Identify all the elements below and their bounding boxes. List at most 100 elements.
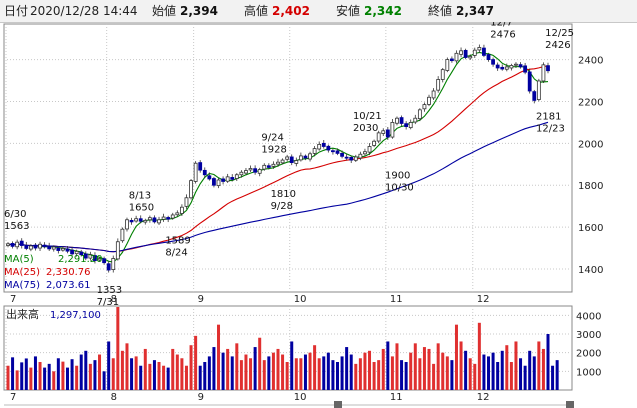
candle-body [395,117,399,124]
volume-bar [331,360,335,390]
candle-body [234,174,239,179]
volume-bar [271,352,275,390]
candle-body [440,69,445,80]
datetime-value: 2020/12/28 14:44 [30,4,138,18]
volume-bar [93,360,97,390]
candle-body [6,243,10,246]
candle-body [125,219,129,230]
scroll-end-marker[interactable] [566,401,574,408]
candle-body [536,80,541,100]
candle-body [381,130,386,134]
volume-bar [15,370,19,390]
volume-grid [4,306,572,390]
volume-bar [125,343,129,390]
candle-body [33,244,38,249]
volume-bar [551,365,555,390]
volume-month-label: 7 [10,392,16,403]
price-annotation: 1589 [165,235,190,246]
volume-bar [541,348,545,390]
ma25-label: MA(25) [4,267,40,278]
candle-body [102,258,107,264]
volume-month-axis: 7 8 9 10 11 12 [10,392,490,403]
candle-body [266,165,271,168]
volume-bar [473,363,477,390]
candle-body [10,243,15,247]
volume-bar [157,362,161,390]
volume-bar [75,365,79,390]
month-label: 12 [477,294,490,305]
candle-body [106,263,111,271]
volume-bar [24,358,28,390]
volume-bar [56,358,60,390]
volume-bar [212,347,216,390]
open-value: 2,394 [180,4,218,18]
volume-bar [239,360,243,390]
candle-body [317,143,322,150]
candle-body [390,122,395,138]
volume-bar [230,356,234,390]
candle-body [509,65,514,69]
price-annotation: 10/21 [353,111,382,122]
volume-bar [441,352,445,390]
volume-bar [340,356,344,390]
volume-bar [29,367,33,390]
volume-bar [130,358,134,390]
volume-bar [20,362,24,390]
volume-bar [537,341,541,390]
volume-bar [519,358,523,390]
scroll-thumb[interactable] [334,401,342,408]
volume-bar [70,359,74,390]
volume-bar [249,358,253,390]
candle-body [468,56,473,59]
volume-bar [523,365,527,390]
volume-label: 出来高 [6,307,39,321]
candle-body [276,161,280,165]
price-annotation: 2181 [536,111,561,122]
volume-bar [381,348,385,390]
high-value: 2,402 [272,4,310,18]
volume-bar [102,371,106,390]
volume-month-label: 12 [477,392,490,403]
candle-body [399,117,404,124]
candle-body [326,145,331,151]
volume-bar [116,307,120,390]
price-annotation: 1353 [97,285,122,296]
candle-body [285,156,290,160]
candle-body [459,50,463,55]
volume-bar [217,324,221,390]
volume-bar [98,354,102,390]
volume-bar [43,367,47,390]
candle-body [83,253,88,259]
volume-bar [290,341,294,390]
candle-body [115,241,120,260]
candle-body [541,64,546,82]
volume-bar [134,356,138,390]
volume-bar [326,352,330,390]
candle-body [340,152,344,157]
candle-body [271,163,276,167]
volume-bar [322,356,326,390]
candle-body [239,171,244,176]
month-label: 8 [111,294,117,305]
candle-body [166,217,171,220]
candle-body [24,244,29,249]
candle-body [88,254,93,259]
volume-bar [308,352,312,390]
volume-bar [436,343,440,390]
volume-bar [267,356,271,390]
candle-body [193,162,198,182]
volume-bar [418,358,422,390]
volume-bar [377,360,381,390]
volume-bar [221,352,225,390]
candle-body [170,214,175,219]
candle-body [15,241,20,248]
low-value: 2,342 [364,4,402,18]
candle-body [244,170,248,174]
candle-body [427,96,431,105]
candle-body [408,122,413,129]
price-annotation: 12/25 [545,28,574,39]
volume-bar [61,361,65,390]
volume-bar [454,324,458,390]
